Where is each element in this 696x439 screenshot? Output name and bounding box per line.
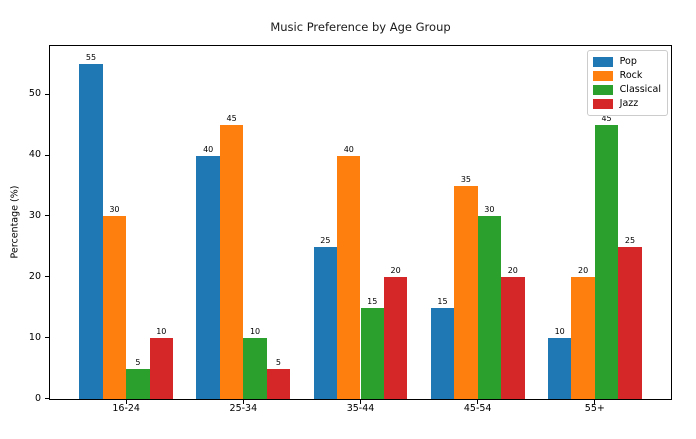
chart-title: Music Preference by Age Group [270,20,451,34]
bar-value-label: 40 [203,144,214,154]
bar-value-label: 35 [460,174,472,184]
legend-item: Rock [592,69,661,83]
legend: Pop Rock Classical Jazz [586,50,668,116]
y-tick-label: 30 [28,209,41,221]
classical-legend-swatch [592,85,613,95]
bar-value-label: 45 [601,114,612,124]
legend-item: Pop [592,55,661,69]
bar-classical-55+ [594,125,619,399]
x-tick-label: 45-54 [463,403,492,414]
bar-value-label: 5 [135,357,141,367]
bar-value-label: 25 [320,235,331,245]
x-tick-mark [242,400,244,404]
bar-value-label: 40 [343,144,354,154]
bar-jazz-45-54 [501,277,525,399]
bar-value-label: 20 [578,266,589,276]
bar-value-label: 20 [507,266,518,276]
y-tick-label: 20 [28,270,41,282]
bar-classical-35-44 [360,307,384,399]
bar-value-label: 25 [624,235,636,245]
jazz-legend-swatch [592,99,613,109]
legend-item: Jazz [592,97,661,111]
bar-classical-45-54 [477,216,502,399]
bar-value-label: 20 [390,266,401,276]
y-tick-mark [45,337,49,339]
y-tick-mark [45,276,49,278]
bar-value-label: 30 [109,205,120,215]
y-tick-mark [45,398,49,399]
bar-rock-25-34 [219,125,244,399]
legend-item-label: Classical [619,84,661,95]
bar-rock-35-44 [337,155,361,399]
y-axis-label: Percentage (%) [9,185,21,259]
bar-pop-45-54 [430,307,455,399]
x-tick-label: 55+ [584,403,605,414]
plot-area: 55 40 25 15 10 30 45 40 35 20 5 10 15 30 45 10 5 20 20 25 P… [49,45,672,400]
x-tick-mark [594,400,596,404]
bar-pop-25-34 [196,155,220,399]
rock-legend-swatch [592,71,613,81]
y-tick-mark [45,154,49,156]
bar-rock-55+ [571,277,595,399]
bar-pop-35-44 [313,246,338,399]
y-tick-label: 40 [28,149,41,161]
x-tick-label: 16-24 [112,403,140,414]
pop-legend-swatch [592,57,613,67]
bar-rock-45-54 [454,185,478,399]
y-tick-label: 10 [28,331,41,343]
x-tick-mark [125,400,127,404]
bar-value-label: 30 [484,205,495,215]
legend-item-label: Pop [619,56,637,67]
bar-classical-25-34 [243,338,267,399]
legend-item-label: Rock [619,70,643,81]
x-tick-label: 35-44 [346,403,375,414]
y-tick-label: 50 [28,88,41,100]
bar-value-label: 10 [249,327,261,337]
bar-value-label: 10 [156,327,167,337]
bar-value-label: 5 [275,357,282,367]
bar-rock-16-24 [102,216,127,399]
bar-classical-16-24 [126,368,150,399]
bar-jazz-16-24 [149,338,174,399]
bar-jazz-35-44 [383,277,408,399]
bar-value-label: 15 [437,296,448,306]
bar-value-label: 15 [367,296,378,306]
bar-value-label: 55 [85,53,97,63]
bar-pop-55+ [547,338,572,399]
y-tick-mark [45,215,49,217]
x-tick-mark [477,400,479,404]
legend-item-label: Jazz [619,98,639,109]
y-tick-mark [45,93,49,95]
bar-value-label: 45 [226,114,237,124]
bar-pop-16-24 [79,64,103,399]
legend-item: Classical [592,83,661,97]
x-tick-label: 25-34 [229,403,258,414]
bar-jazz-25-34 [266,368,291,399]
y-tick-label: 0 [34,392,41,404]
bar-jazz-55+ [618,246,642,399]
x-tick-mark [360,400,361,404]
bar-value-label: 10 [554,327,565,337]
